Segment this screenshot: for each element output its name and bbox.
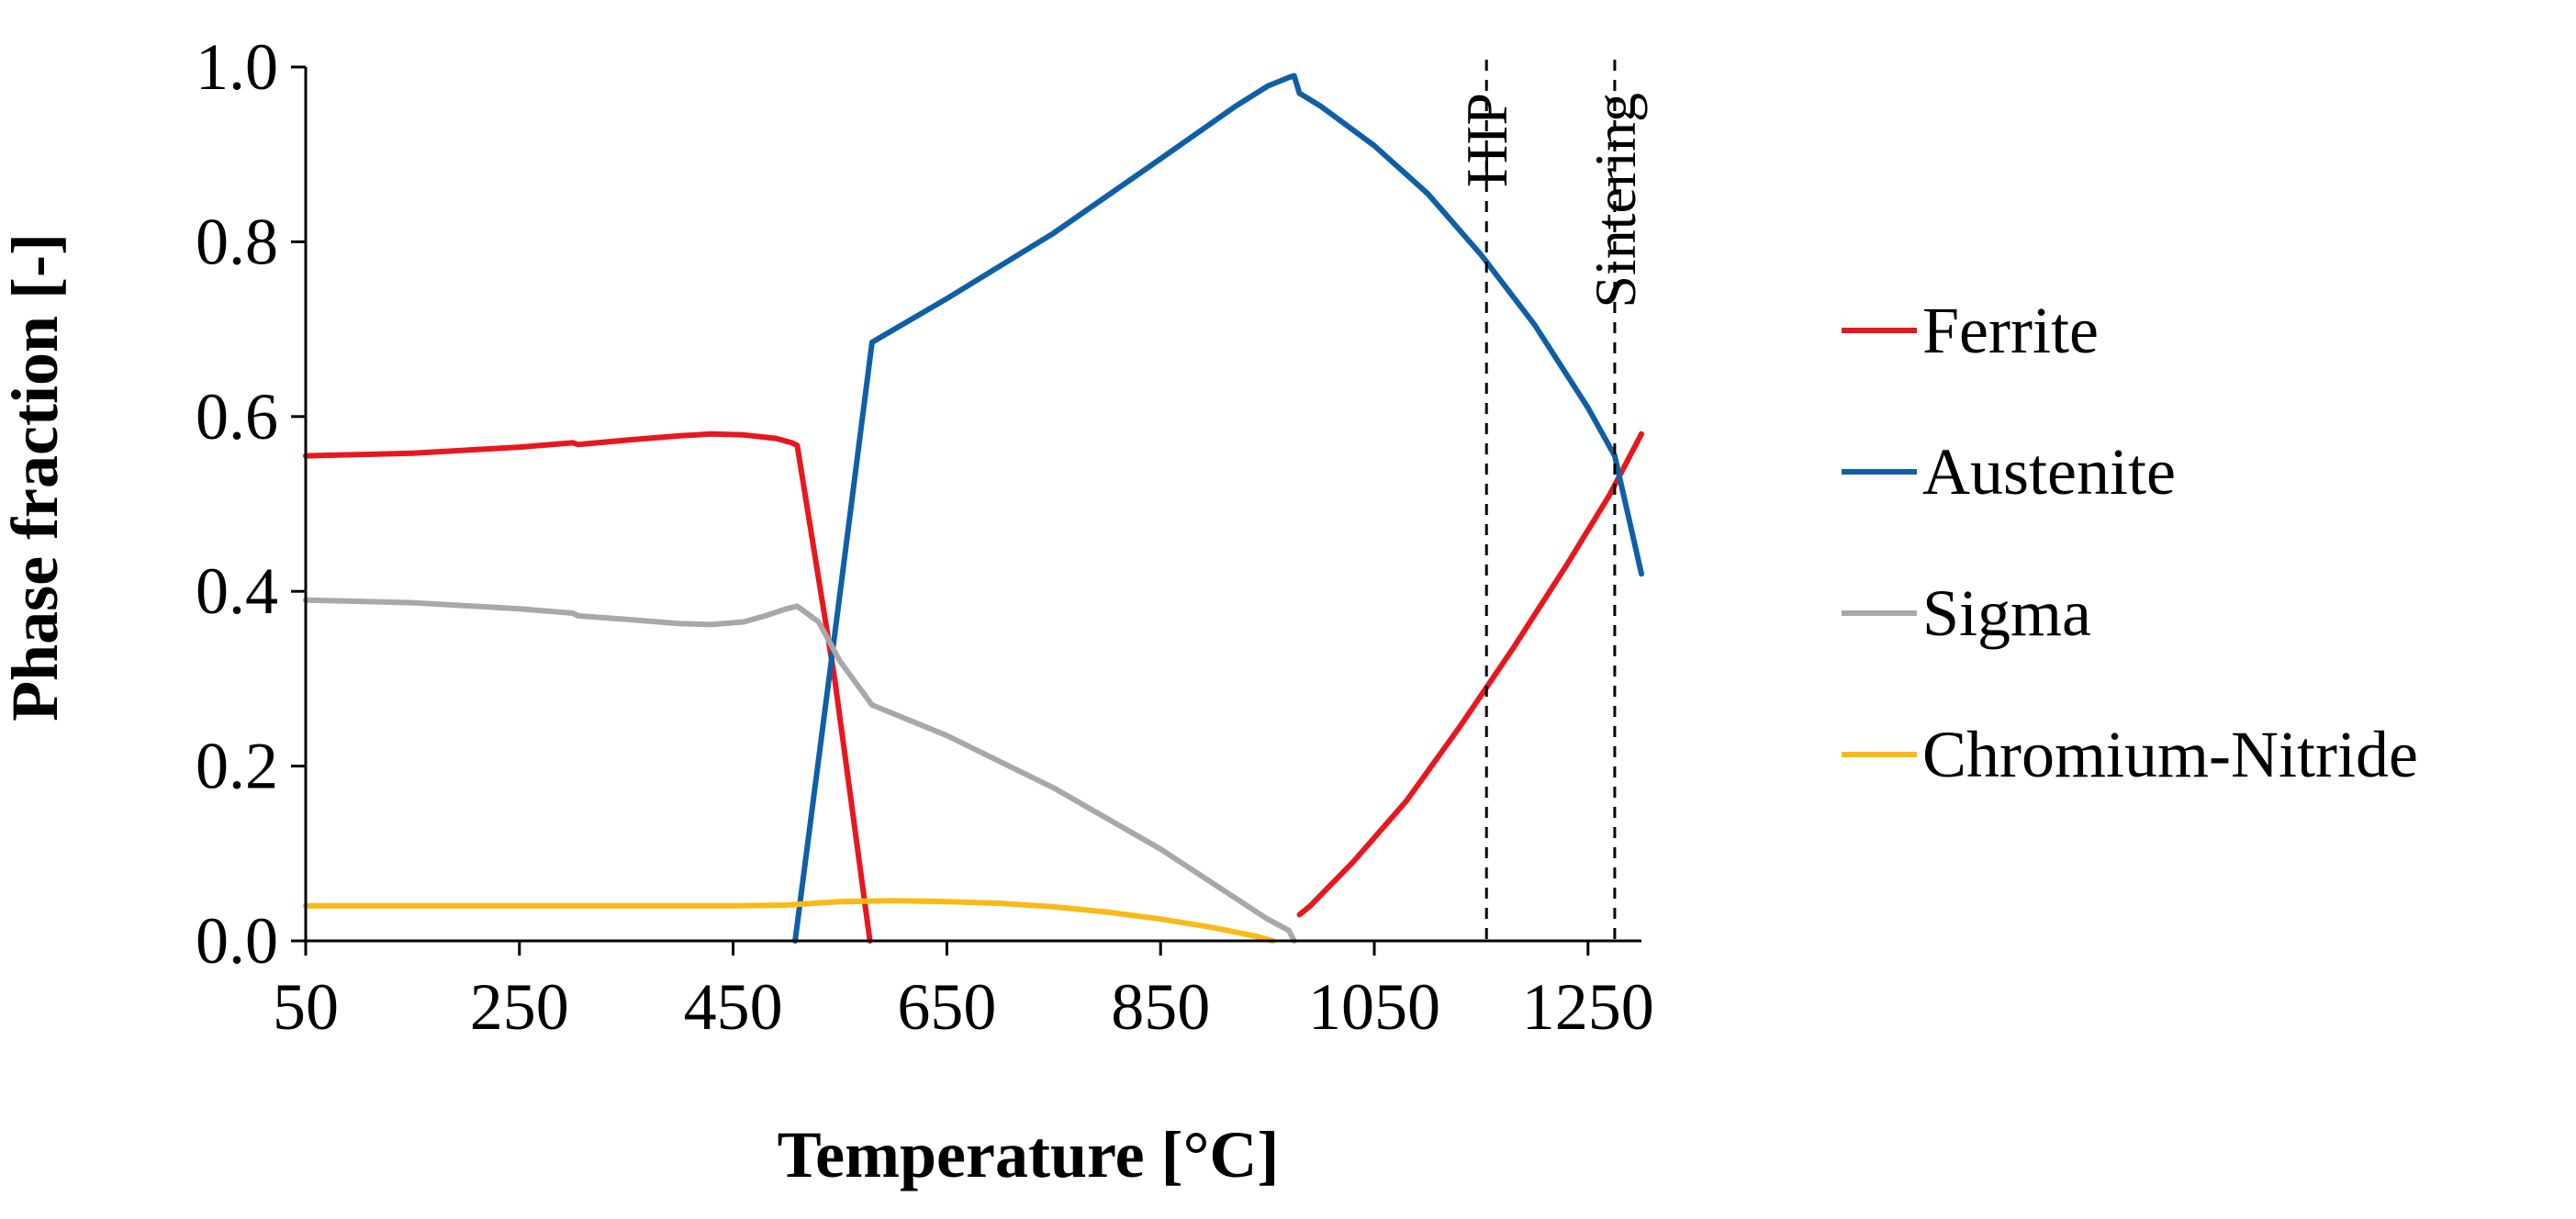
y-tick-label: 0.4: [196, 554, 278, 628]
legend-label-sigma: Sigma: [1922, 576, 2091, 650]
x-axis-title: Temperature [°C]: [778, 1118, 1280, 1191]
plot-lines: [303, 73, 1644, 944]
x-axis-ticks: 50 250 450 650 850 1050 1250: [273, 941, 1654, 1044]
y-axis-title: Phase fraction [-]: [0, 233, 72, 721]
y-tick-label: 0.2: [196, 730, 278, 803]
series-line-ferrite: [303, 431, 1644, 944]
x-tick-label: 850: [1111, 970, 1210, 1044]
x-tick-label: 450: [684, 970, 783, 1044]
legend-label-chromium-nitride: Chromium-Nitride: [1922, 718, 2418, 791]
x-tick-label: 1250: [1522, 970, 1654, 1044]
x-tick-label: 250: [470, 970, 569, 1044]
x-tick-label: 50: [273, 970, 339, 1044]
legend-label-austenite: Austenite: [1922, 435, 2176, 509]
series-line-chromium-nitride: [303, 898, 1276, 944]
y-axis-ticks: 0.0 0.2 0.4 0.6 0.8 1.0: [196, 30, 306, 978]
axes: [304, 67, 1641, 943]
legend: Ferrite Austenite Sigma Chromium-Nitride: [1842, 294, 2418, 791]
y-tick-label: 0.0: [196, 904, 278, 978]
y-tick-label: 0.8: [196, 205, 278, 278]
x-tick-label: 1050: [1308, 970, 1440, 1044]
sintering-label: Sintering: [1583, 93, 1648, 308]
hip-label: HIP: [1454, 93, 1519, 187]
series-line-austenite: [792, 73, 1644, 944]
y-tick-label: 1.0: [196, 30, 278, 104]
series-line-sigma: [303, 597, 1297, 944]
reference-lines: HIP Sintering: [1454, 60, 1648, 941]
y-tick-label: 0.6: [196, 380, 278, 453]
legend-label-ferrite: Ferrite: [1922, 294, 2099, 367]
x-tick-label: 650: [897, 970, 996, 1044]
